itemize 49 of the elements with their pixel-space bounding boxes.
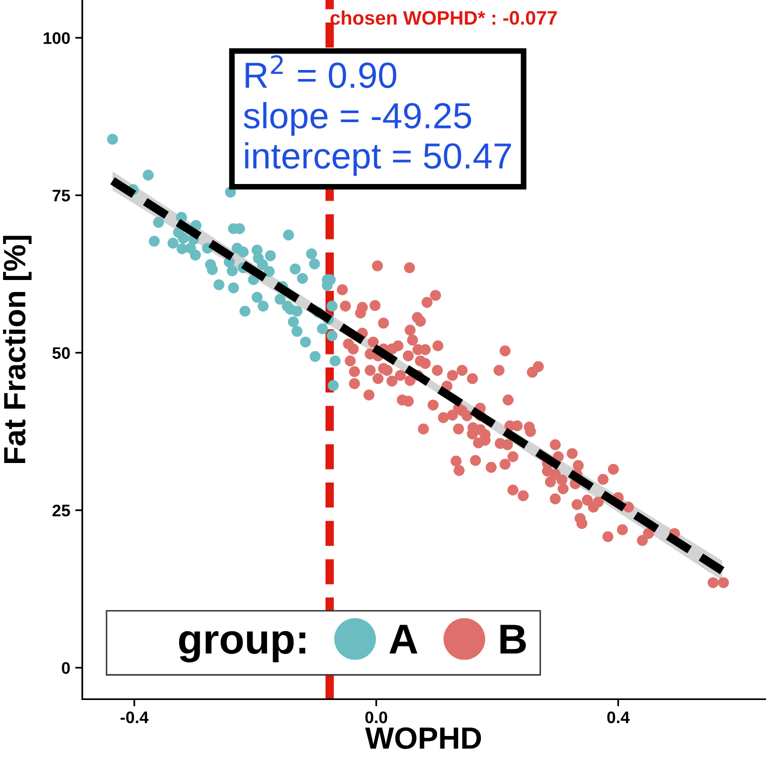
point <box>258 300 269 312</box>
point <box>168 238 178 249</box>
point <box>316 323 328 334</box>
point <box>257 259 268 270</box>
point <box>142 170 154 181</box>
annotation: R$^{2}$ = 0.90 slope = -49.25 intercept = 50.47 <box>244 55 511 176</box>
point <box>310 351 321 362</box>
x-axis-title: WOPHD <box>365 727 481 749</box>
legend-label: B <box>500 624 526 654</box>
point <box>206 264 218 276</box>
point <box>107 134 118 145</box>
point <box>328 380 339 391</box>
y-axis-title: Fat Fraction [%] <box>3 236 32 463</box>
point <box>290 264 301 274</box>
point <box>190 250 201 261</box>
point <box>228 282 239 294</box>
point <box>153 216 164 228</box>
x-tick-label: 0.4 <box>607 711 630 724</box>
point <box>309 258 320 270</box>
point <box>330 355 341 366</box>
y-tick-label: 0 <box>62 662 70 674</box>
point <box>326 300 338 312</box>
point <box>214 279 224 290</box>
point <box>283 229 294 240</box>
point <box>264 250 276 262</box>
point <box>306 248 317 260</box>
point <box>288 316 299 328</box>
y-tick-label: 25 <box>52 504 70 516</box>
point <box>292 306 302 317</box>
y-tick-label: 100 <box>44 32 70 44</box>
y-tick-label: 50 <box>52 347 70 359</box>
point <box>238 246 249 258</box>
point <box>326 330 338 342</box>
point <box>252 292 263 303</box>
legend-title: group: <box>179 631 306 662</box>
point <box>300 336 311 348</box>
legend-label: A <box>389 624 418 654</box>
point <box>178 232 189 244</box>
y-tick-label: 75 <box>52 190 70 202</box>
ref-line-label: chosen WOPHD* : -0.077 <box>330 10 557 25</box>
x-tick-label: -0.4 <box>120 711 149 724</box>
x-tick-label: 0.0 <box>365 711 388 724</box>
point <box>148 236 160 247</box>
point <box>296 272 308 284</box>
point <box>264 266 275 277</box>
point <box>226 265 238 276</box>
point <box>274 294 286 305</box>
point <box>292 326 302 337</box>
point <box>240 306 250 317</box>
